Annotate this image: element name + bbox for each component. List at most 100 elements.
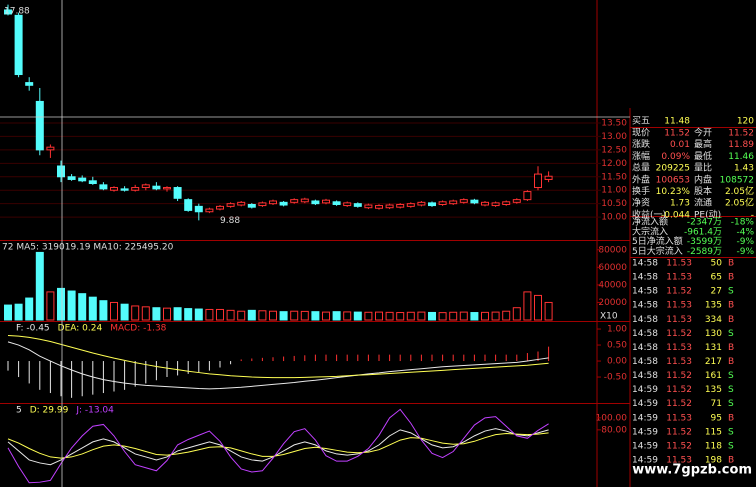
panel-text: 131: [705, 343, 722, 353]
candle-body: [173, 187, 182, 199]
panel-text: 135: [705, 385, 722, 395]
volume-bar: [226, 309, 235, 321]
panel-text: 14:59: [632, 427, 658, 437]
panel-text: PE(动): [694, 209, 721, 220]
panel-text: 14:58: [632, 259, 658, 269]
volume-bar: [14, 303, 23, 321]
volume-bar: [99, 300, 108, 321]
panel-text: 10.23%: [656, 187, 691, 197]
panel-text: 11.52: [666, 329, 692, 339]
candle-body: [184, 199, 193, 211]
volume-bar: [385, 311, 394, 321]
candle-body: [322, 199, 330, 204]
panel-text: 11.53: [666, 273, 692, 283]
panel-text: 11.53: [666, 301, 692, 311]
y-tick-label: 80.00: [601, 425, 627, 435]
candle-body: [57, 165, 65, 178]
legend-entry: J: -13.04: [75, 406, 114, 416]
candle-body: [512, 199, 521, 203]
panel-text: B: [728, 343, 734, 353]
panel-text: 115: [705, 427, 722, 437]
volume-bar: [78, 293, 87, 321]
candle-body: [35, 100, 44, 151]
candle-body: [258, 202, 267, 207]
panel-text: 14:58: [632, 343, 658, 353]
panel-text: 总量: [632, 162, 650, 174]
panel-text: 14:59: [632, 441, 658, 451]
panel-text: 14:59: [632, 455, 658, 465]
candle-body: [46, 146, 55, 151]
volume-bar: [120, 303, 129, 321]
candle-body: [141, 184, 150, 189]
watermark: www.7gpzb.com: [632, 463, 752, 478]
volume-bar: [300, 310, 309, 321]
indicator-line: [7, 341, 549, 390]
volume-bar: [205, 308, 214, 321]
panel-text: S: [728, 287, 734, 297]
panel-text: 11.52: [666, 371, 692, 381]
candle-body: [131, 187, 140, 191]
panel-text: -2347万: [687, 218, 722, 228]
candle-body: [194, 205, 203, 213]
panel-text: 0.01: [670, 140, 690, 150]
panel-text: 11.53: [666, 357, 692, 367]
panel-text: 14:58: [632, 287, 658, 297]
y-tick-label: 13.00: [601, 132, 627, 142]
panel-text: 流通: [694, 197, 712, 209]
volume-bar: [57, 287, 65, 321]
volume-bar: [428, 311, 436, 321]
panel-text: B: [728, 413, 734, 423]
y-tick-label: 0.00: [607, 357, 627, 367]
volume-bar: [4, 304, 12, 321]
candle-body: [449, 200, 458, 205]
volume-bar: [141, 306, 150, 321]
volume-bar: [163, 307, 171, 321]
panel-text: 11.53: [666, 315, 692, 325]
panel-text: 334: [705, 315, 722, 325]
panel-text: 118: [705, 441, 722, 451]
panel-text: 收益(一): [632, 208, 666, 220]
candle-body: [120, 188, 129, 191]
panel-text: 71: [711, 399, 722, 409]
candle-body: [247, 203, 256, 208]
panel-text: 135: [705, 301, 722, 311]
y-tick-label: 11.00: [601, 186, 627, 196]
volume-bar: [449, 311, 458, 321]
panel-text: 外盘: [632, 173, 650, 185]
panel-text: 108572: [720, 175, 754, 185]
candle-body: [237, 201, 246, 206]
panel-text: 11.52: [666, 441, 692, 451]
panel-text: 买五: [632, 116, 650, 127]
candle-body: [67, 176, 76, 180]
max-label: 17.88: [4, 7, 30, 17]
panel-text: 最高: [694, 138, 712, 150]
candle-body: [428, 202, 436, 207]
panel-text: 涨跌: [632, 139, 650, 150]
legend-entry: MACD: -1.38: [110, 324, 166, 334]
volume-bar: [216, 308, 224, 321]
panel-text: 11.53: [666, 259, 692, 269]
panel-text: 65: [711, 273, 722, 283]
y-tick-label: 20000: [598, 298, 627, 308]
panel-text: 5日净流入额: [632, 235, 683, 247]
panel-text: 161: [705, 371, 722, 381]
panel-text: 内盘: [694, 173, 712, 185]
candle-body: [205, 208, 214, 213]
panel-text: -9%: [736, 247, 754, 257]
candle-body: [385, 204, 394, 209]
candle-body: [78, 177, 87, 182]
y-tick-label: 60000: [598, 263, 627, 273]
volume-bar: [237, 310, 246, 321]
volume-bar: [343, 311, 352, 321]
panel-text: 209225: [656, 164, 690, 174]
volume-bar: [459, 311, 468, 321]
candle-body: [396, 203, 405, 208]
volume-bar: [184, 308, 193, 321]
candle-body: [406, 203, 415, 207]
legend-entry: F: -0.45: [16, 324, 50, 334]
y-tick-label: 80000: [598, 245, 627, 255]
panel-text: B: [728, 301, 734, 311]
indicator-line: [7, 408, 549, 484]
y-tick-label: 11.50: [601, 172, 627, 182]
